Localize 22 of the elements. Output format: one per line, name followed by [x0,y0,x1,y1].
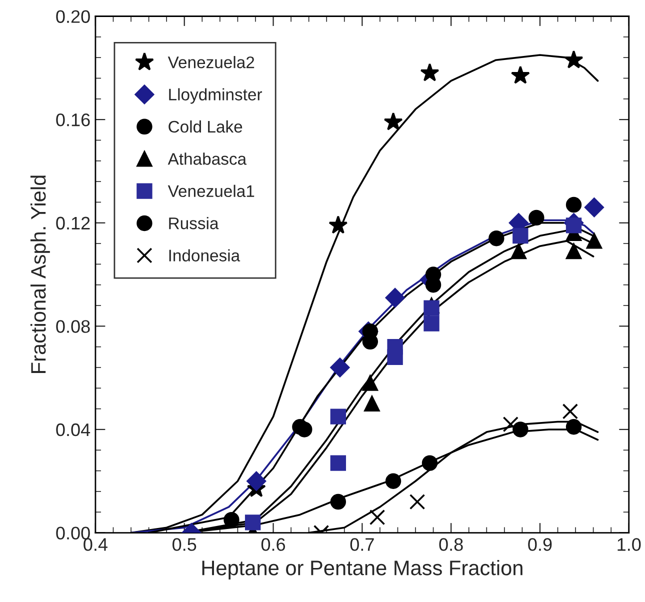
y-tick-label: 0.08 [56,320,90,333]
y-tick-label: 0.12 [56,216,90,230]
x-tick-label: 0.4 [84,538,108,551]
y-tick-label: 0.00 [56,526,90,540]
y-tick-label: 0.16 [56,113,90,126]
legend-label: Indonesia [169,249,240,262]
x-tick-label: 0.6 [261,538,286,551]
legend-label: Lloydminster [169,88,262,104]
x-tick-label: 0.9 [528,538,552,551]
y-axis-title: Fractional Asph. Yield [30,176,50,373]
legend-label: Venezuela1 [168,184,254,198]
x-tick-label: 0.7 [350,538,374,551]
x-tick-label: 0.8 [439,538,463,551]
x-tick-label: 1.0 [618,538,641,551]
y-tick-label: 0.20 [56,10,90,23]
x-axis-title: Heptane or Pentane Mass Fraction [202,560,522,580]
y-tick-label: 0.04 [56,423,90,436]
legend-label: Cold Lake [168,120,242,133]
legend-label: Athabasca [168,152,247,165]
legend-label: Russia [169,217,219,230]
legend-label: Venezuela2 [168,56,254,68]
x-tick-label: 0.5 [172,538,196,551]
